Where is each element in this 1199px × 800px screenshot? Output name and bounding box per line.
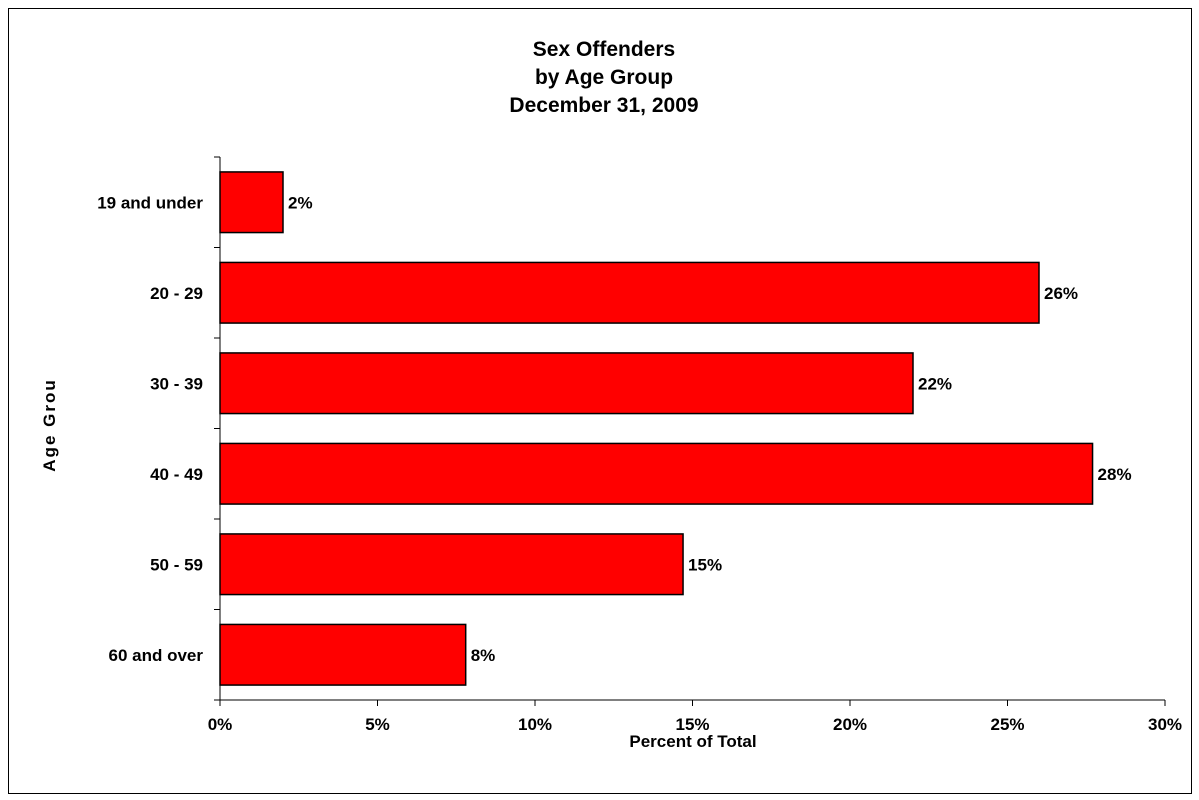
x-tick-label: 20% — [833, 715, 867, 734]
bar[interactable] — [219, 623, 467, 686]
x-tick-label: 5% — [365, 715, 390, 734]
x-tick-label: 30% — [1148, 715, 1182, 734]
chart-title-line-1: Sex Offenders — [533, 38, 675, 61]
category-label: 20 - 29 — [150, 284, 203, 303]
category-label: 30 - 39 — [150, 374, 203, 393]
x-axis-title: Percent of Total — [629, 732, 756, 751]
bar[interactable] — [219, 352, 914, 415]
x-tick-label: 0% — [208, 715, 233, 734]
chart-title-line-3: December 31, 2009 — [509, 94, 698, 117]
bar[interactable] — [219, 171, 284, 234]
bar[interactable] — [219, 261, 1040, 324]
data-label: 26% — [1044, 284, 1078, 303]
plot-area: 0% 5% 10% 15% 20% 25% 30% 19 and under 2% 20 - 29… — [97, 156, 1182, 734]
y-axis-title: Age Grou — [40, 378, 59, 471]
x-tick-label: 10% — [518, 715, 552, 734]
x-tick-label: 15% — [675, 715, 709, 734]
category-label: 40 - 49 — [150, 465, 203, 484]
chart-title: Sex Offenders by Age Group December 31, … — [509, 38, 698, 117]
data-label: 2% — [288, 193, 313, 212]
data-label: 22% — [918, 374, 952, 393]
data-label: 15% — [688, 555, 722, 574]
category-label: 19 and under — [97, 193, 203, 212]
chart-title-line-2: by Age Group — [535, 66, 673, 89]
category-label: 50 - 59 — [150, 555, 203, 574]
data-label: 28% — [1098, 465, 1132, 484]
bar[interactable] — [219, 533, 684, 596]
data-label: 8% — [471, 646, 496, 665]
bar[interactable] — [219, 442, 1094, 505]
x-tick-label: 25% — [990, 715, 1024, 734]
category-label: 60 and over — [109, 646, 204, 665]
